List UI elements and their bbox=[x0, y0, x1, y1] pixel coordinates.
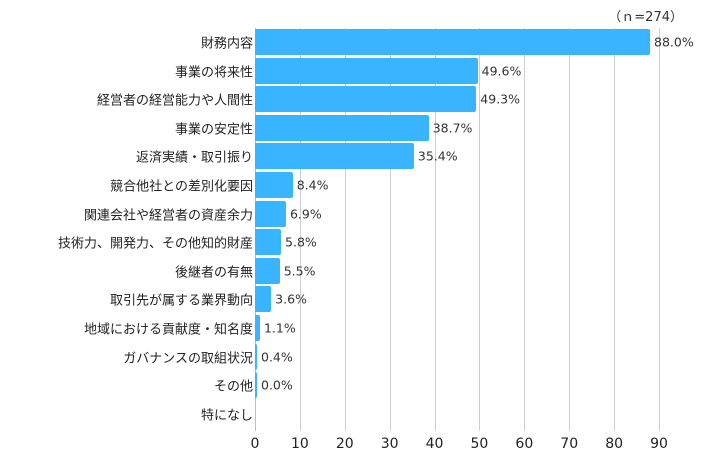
category-label: 経営者の経営能力や人間性 bbox=[96, 93, 253, 109]
value-label: 1.1% bbox=[263, 320, 296, 336]
category-label: ガバナンスの取組状況 bbox=[123, 351, 253, 367]
value-label: 6.9% bbox=[289, 206, 322, 222]
value-label: 5.5% bbox=[283, 263, 316, 279]
bar bbox=[255, 86, 477, 113]
value-label: 49.3% bbox=[480, 91, 521, 107]
category-label: その他 bbox=[213, 379, 253, 395]
value-label: 0.4% bbox=[261, 349, 293, 365]
category-label: 事業の将来性 bbox=[174, 65, 253, 81]
bar bbox=[255, 343, 257, 370]
category-label: 後継者の有無 bbox=[174, 265, 253, 281]
x-tick-label: 90 bbox=[650, 436, 668, 452]
sample-size-label: （ｎ=274） bbox=[608, 10, 683, 25]
value-label: 38.7% bbox=[432, 120, 473, 136]
gridline-40 bbox=[434, 28, 436, 431]
gridline-70 bbox=[569, 28, 571, 431]
category-label: 競合他社との差別化要因 bbox=[110, 179, 253, 195]
category-label: 返済実績・取引振り bbox=[135, 150, 253, 166]
x-tick-label: 40 bbox=[425, 436, 444, 452]
bar bbox=[255, 143, 414, 170]
gridline-90 bbox=[659, 28, 660, 431]
bar bbox=[255, 172, 293, 198]
category-label: 財務内容 bbox=[200, 36, 253, 52]
x-tick-label: 10 bbox=[290, 436, 309, 452]
gridline-80 bbox=[614, 28, 616, 431]
bar bbox=[255, 57, 478, 84]
gridline-50 bbox=[479, 28, 481, 431]
x-tick-label: 20 bbox=[335, 436, 354, 452]
value-label: 88.0% bbox=[654, 34, 694, 50]
category-label: 特になし bbox=[200, 408, 253, 424]
value-label: 49.6% bbox=[481, 63, 522, 79]
bar bbox=[255, 29, 651, 55]
bar bbox=[255, 257, 280, 284]
category-label: 事業の安定性 bbox=[174, 122, 253, 138]
category-label: 取引先が属する業界動向 bbox=[109, 293, 253, 309]
x-tick-label: 30 bbox=[380, 436, 399, 452]
value-label: 35.4% bbox=[417, 148, 458, 164]
bar bbox=[255, 200, 286, 227]
x-tick-label: 0 bbox=[250, 436, 260, 452]
bar bbox=[255, 372, 257, 399]
x-tick-label: 80 bbox=[605, 436, 624, 452]
x-tick-label: 50 bbox=[470, 436, 489, 452]
value-label: 8.4% bbox=[296, 177, 329, 193]
bar bbox=[255, 114, 429, 141]
gridline-10 bbox=[299, 28, 301, 431]
gridline-30 bbox=[389, 28, 391, 431]
bar bbox=[255, 286, 272, 313]
category-label: 技術力、開発力、その他知的財産 bbox=[57, 236, 253, 252]
category-label: 関連会社や経営者の資産余力 bbox=[83, 208, 253, 224]
value-label: 5.8% bbox=[285, 234, 317, 250]
bar bbox=[255, 315, 260, 341]
value-label: 3.6% bbox=[275, 291, 307, 307]
bar bbox=[255, 229, 282, 256]
category-label: 地域における貢献度・知名度 bbox=[83, 322, 253, 338]
value-label: 0.0% bbox=[261, 377, 293, 393]
x-tick-label: 60 bbox=[515, 436, 534, 452]
gridline-60 bbox=[524, 28, 526, 431]
gridline-20 bbox=[344, 28, 346, 431]
x-tick-label: 70 bbox=[560, 436, 579, 452]
